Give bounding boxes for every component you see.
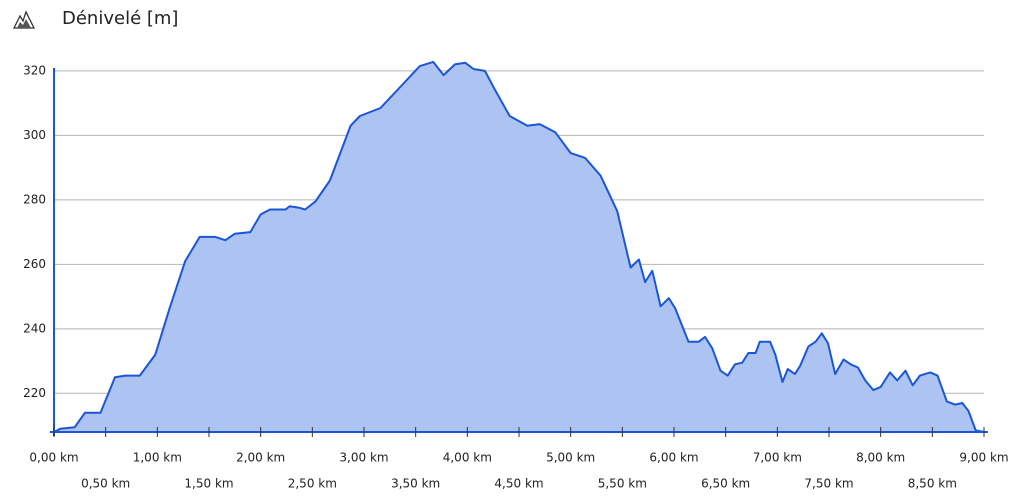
x-tick-label: 9,00 km	[959, 451, 1008, 465]
x-tick-label: 1,00 km	[133, 451, 182, 465]
y-tick-label: 320	[23, 63, 46, 77]
y-tick-label: 260	[23, 257, 46, 271]
line	[53, 60, 985, 433]
x-tick-label: 6,00 km	[649, 451, 698, 465]
x-tick-label: 2,00 km	[236, 451, 285, 465]
y-tick-label: 300	[23, 128, 46, 142]
y-tick-label: 240	[23, 321, 46, 335]
x-tick-label: 4,50 km	[494, 477, 543, 491]
x-tick-label: 3,00 km	[339, 451, 388, 465]
area	[54, 61, 984, 433]
x-tick-label: 7,00 km	[753, 451, 802, 465]
x-tick-label: 2,50 km	[288, 477, 337, 491]
x-tick-label: 8,50 km	[908, 477, 957, 491]
mountain-icon	[12, 10, 36, 29]
x-tick-label: 8,00 km	[856, 451, 905, 465]
x-tick-label: 7,50 km	[804, 477, 853, 491]
chart-title: Dénivelé [m]	[62, 8, 178, 29]
x-tick-label: 3,50 km	[391, 477, 440, 491]
x-tick-label: 4,00 km	[443, 451, 492, 465]
x-tick-label: 0,00 km	[29, 451, 78, 465]
y-tick-label: 280	[23, 192, 46, 206]
x-tick-label: 5,00 km	[546, 451, 595, 465]
x-tick-label: 0,50 km	[81, 477, 130, 491]
y-tick-label: 220	[23, 386, 46, 400]
x-tick-label: 1,50 km	[184, 477, 233, 491]
x-tick-label: 6,50 km	[701, 477, 750, 491]
x-tick-label: 5,50 km	[598, 477, 647, 491]
